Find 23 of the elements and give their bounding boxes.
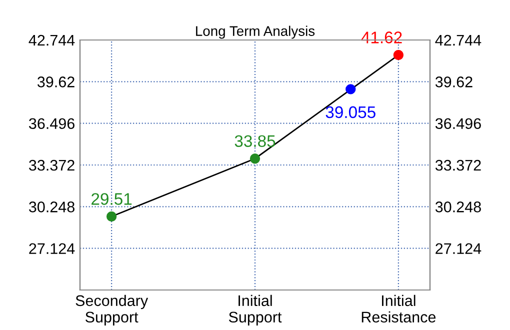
point [346, 84, 356, 94]
data-label: 33.85 [234, 135, 276, 147]
x-tick-label: Initial Resistance [362, 294, 436, 323]
y2-tick-label: 27.124 [436, 243, 482, 254]
data-label: 39.055 [326, 106, 376, 118]
point [106, 211, 117, 222]
y-tick-label: 42.744 [28, 34, 75, 46]
data-label: 29.51 [92, 193, 132, 205]
point [393, 50, 404, 60]
y2-tick-label: 30.248 [435, 202, 481, 212]
x-tick-label: Initial Support [228, 294, 282, 326]
point [250, 154, 260, 164]
y2-tick-label: 42.744 [435, 34, 482, 46]
chart-title: Long Term Analysis [196, 26, 315, 39]
y-tick-label: 36.496 [29, 118, 74, 130]
y-tick-label: 27.124 [29, 243, 75, 254]
y2-tick-label: 39.62 [435, 76, 472, 88]
y-tick-label: 30.248 [29, 202, 74, 212]
x-tick-label: Secondary Support [76, 294, 148, 326]
y2-tick-label: 36.496 [435, 118, 481, 130]
y2-tick-label: 33.372 [435, 160, 481, 171]
y-tick-label: 39.62 [37, 76, 74, 88]
y-tick-label: 33.372 [29, 160, 74, 171]
